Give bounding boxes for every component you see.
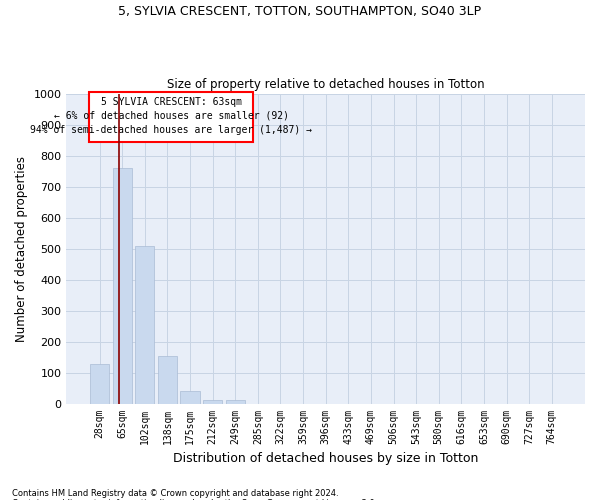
Bar [203,400,222,404]
Text: 5 SYLVIA CRESCENT: 63sqm: 5 SYLVIA CRESCENT: 63sqm [101,96,242,106]
Text: 94% of semi-detached houses are larger (1,487) →: 94% of semi-detached houses are larger (… [30,125,312,135]
Bar [135,246,154,404]
Bar [90,364,109,404]
Bar [181,391,200,404]
Y-axis label: Number of detached properties: Number of detached properties [15,156,28,342]
X-axis label: Distribution of detached houses by size in Totton: Distribution of detached houses by size … [173,452,478,465]
Text: Contains HM Land Registry data © Crown copyright and database right 2024.: Contains HM Land Registry data © Crown c… [12,488,338,498]
Title: Size of property relative to detached houses in Totton: Size of property relative to detached ho… [167,78,485,91]
Text: 5, SYLVIA CRESCENT, TOTTON, SOUTHAMPTON, SO40 3LP: 5, SYLVIA CRESCENT, TOTTON, SOUTHAMPTON,… [118,5,482,18]
Bar [158,356,177,404]
Bar [113,168,132,404]
Bar [226,400,245,404]
Text: Contains public sector information licensed under the Open Government Licence v3: Contains public sector information licen… [12,498,377,500]
Text: ← 6% of detached houses are smaller (92): ← 6% of detached houses are smaller (92) [53,111,289,121]
Bar [89,92,253,142]
